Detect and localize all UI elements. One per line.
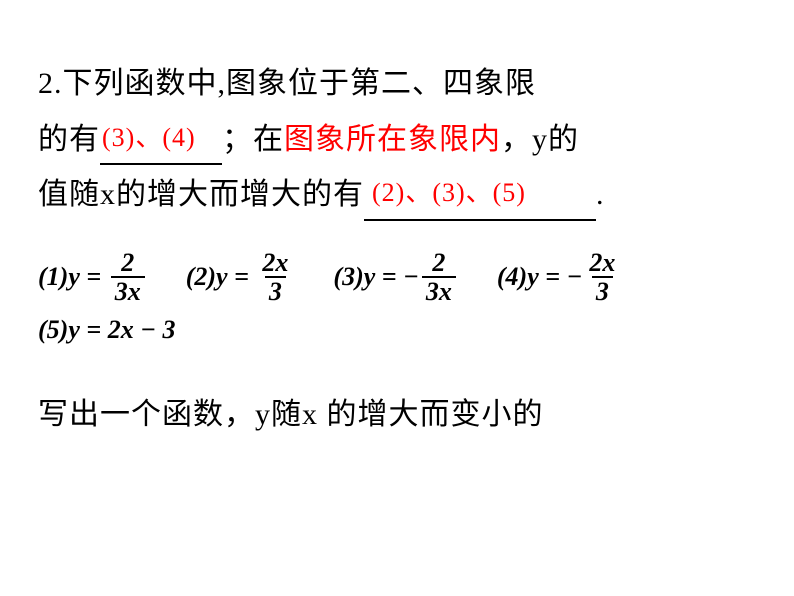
q-line2c-red: 图象所在象限内 <box>284 123 501 156</box>
equation-1: (1)y = 23x <box>38 249 148 306</box>
fraction: 23x <box>111 249 145 306</box>
equation-4: (4)y = −2x3 <box>497 249 622 306</box>
q-line3a: 值随x的增大而增大的有 <box>38 178 364 211</box>
q-line1: 下列函数中,图象位于第二、四象限 <box>63 67 537 100</box>
blank-1: (3)、(4) <box>100 112 222 168</box>
denominator: 3 <box>265 276 286 305</box>
equation-list: (1)y = 23x (2)y = 2x3 (3)y = −23x (4)y =… <box>38 249 756 346</box>
question-number: 2. <box>38 67 63 100</box>
denominator: 3 <box>592 276 613 305</box>
eq-op: = <box>545 262 560 292</box>
slide-content: 2.下列函数中,图象位于第二、四象限 的有(3)、(4)；在图象所在象限内，y的… <box>0 0 794 433</box>
eq-neg: − <box>567 262 583 292</box>
blank-2-answer: (2)、(3)、(5) <box>364 178 528 207</box>
eq-lhs: y <box>68 315 80 345</box>
equation-3: (3)y = −23x <box>333 249 458 306</box>
q-line2a: 的有 <box>38 123 100 156</box>
eq-label: (5) <box>38 315 68 345</box>
q-line2b: ；在 <box>222 123 284 156</box>
q-line3b: . <box>596 178 605 211</box>
fu-c: 随 <box>271 398 302 431</box>
fraction: 23x <box>422 249 456 306</box>
equation-row-2: (5)y = 2x − 3 <box>38 315 756 345</box>
equation-row-1: (1)y = 23x (2)y = 2x3 (3)y = −23x (4)y =… <box>38 249 756 306</box>
eq-neg: − <box>403 262 419 292</box>
numerator: 2x <box>258 249 292 276</box>
equation-5: (5)y = 2x − 3 <box>38 315 175 345</box>
denominator: 3x <box>422 276 456 305</box>
eq-label: (1) <box>38 262 68 292</box>
equation-2: (2)y = 2x3 <box>186 249 296 306</box>
question-text: 2.下列函数中,图象位于第二、四象限 的有(3)、(4) ；在图象所在象限内，y的… <box>38 56 756 223</box>
numerator: 2 <box>428 249 449 276</box>
eq-lhs: y <box>216 262 228 292</box>
blank-1-answer: (3)、(4) <box>100 123 198 152</box>
fu-d: x <box>302 398 327 431</box>
eq-label: (2) <box>186 262 216 292</box>
eq-lhs: y <box>527 262 539 292</box>
numerator: 2 <box>117 249 138 276</box>
blank-1-underline <box>100 163 222 165</box>
eq-lhs: y <box>364 262 376 292</box>
q-line2d: ，y的 <box>501 123 579 156</box>
fu-e: 的增大而变小的 <box>327 398 544 431</box>
eq-op: = <box>382 262 397 292</box>
eq-label: (3) <box>333 262 363 292</box>
fraction: 2x3 <box>258 249 292 306</box>
eq-expr: 2x − 3 <box>108 315 176 345</box>
eq-lhs: y <box>68 262 80 292</box>
followup-text: 写出一个函数，y随x 的增大而变小的 <box>38 389 756 433</box>
fraction: 2x3 <box>585 249 619 306</box>
blank-2-underline <box>364 219 596 221</box>
fu-a: 写出一个函数， <box>38 398 255 431</box>
denominator: 3x <box>111 276 145 305</box>
numerator: 2x <box>585 249 619 276</box>
eq-op: = <box>86 262 101 292</box>
eq-op: = <box>86 315 101 345</box>
eq-op: = <box>234 262 249 292</box>
fu-b: y <box>255 398 271 431</box>
eq-label: (4) <box>497 262 527 292</box>
blank-2: (2)、(3)、(5) <box>364 167 596 223</box>
